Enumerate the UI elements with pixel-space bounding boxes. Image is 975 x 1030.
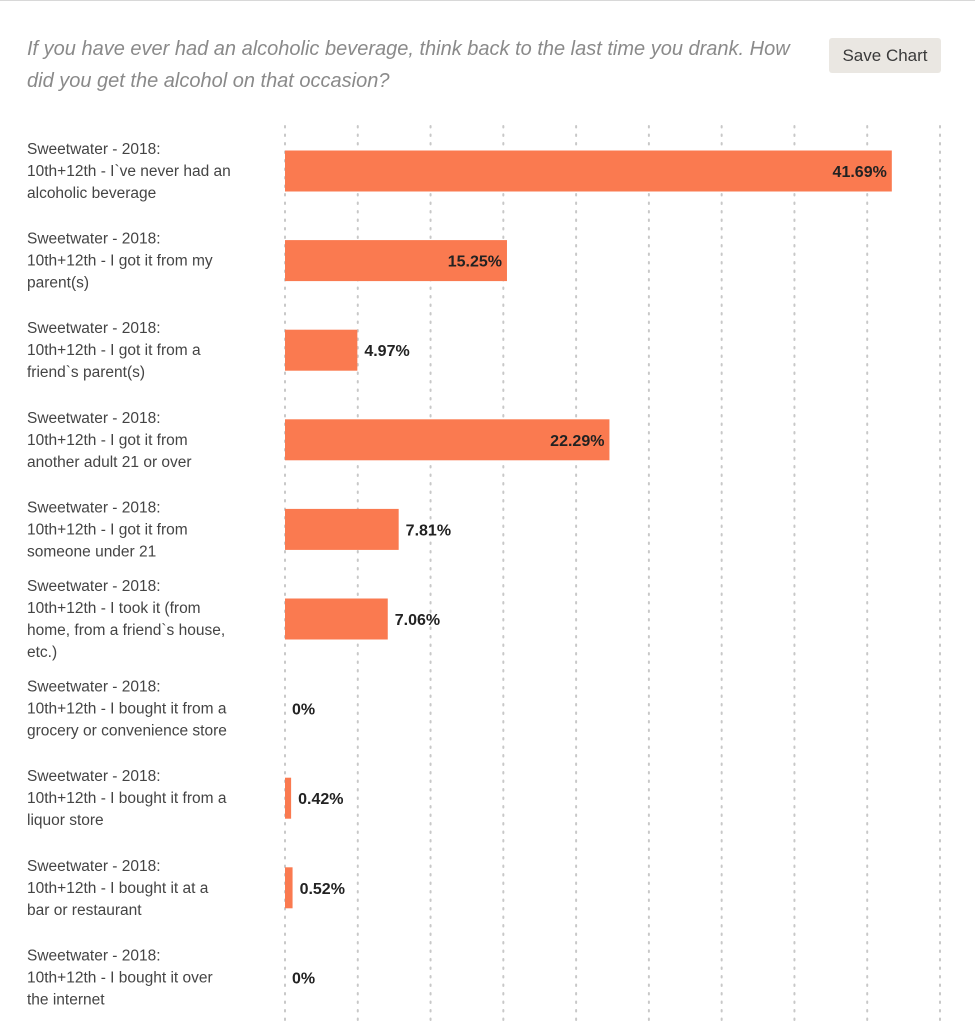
category-label-line: the internet bbox=[27, 991, 105, 1008]
bar[interactable] bbox=[285, 508, 399, 550]
category-label-line: someone under 21 bbox=[27, 543, 156, 560]
category-label-line: 10th+12th - I took it (from bbox=[27, 600, 201, 617]
bar[interactable] bbox=[285, 329, 358, 371]
category-label-line: Sweetwater - 2018: bbox=[27, 410, 161, 427]
top-divider bbox=[0, 0, 975, 1]
category-label-line: Sweetwater - 2018: bbox=[27, 141, 161, 158]
bar-value-label: 0% bbox=[292, 702, 315, 719]
bar-value-label: 7.06% bbox=[395, 612, 440, 629]
bar-value-label: 0.42% bbox=[298, 791, 343, 808]
category-label: Sweetwater - 2018: 10th+12th - I bought i… bbox=[27, 858, 209, 919]
category-label: Sweetwater - 2018: 10th+12th - I bought i… bbox=[27, 768, 227, 829]
bar-value-label: 0.52% bbox=[300, 881, 345, 898]
category-label-line: 10th+12th - I`ve never had an bbox=[27, 163, 231, 180]
category-label-line: Sweetwater - 2018: bbox=[27, 578, 161, 595]
category-label-line: Sweetwater - 2018: bbox=[27, 947, 161, 964]
category-label-line: 10th+12th - I bought it from a bbox=[27, 701, 227, 718]
bar[interactable] bbox=[285, 867, 293, 909]
bar-value-label: 22.29% bbox=[550, 433, 604, 450]
category-label-line: bar or restaurant bbox=[27, 902, 142, 919]
category-label-line: another adult 21 or over bbox=[27, 454, 192, 471]
save-chart-button[interactable]: Save Chart bbox=[829, 38, 941, 73]
bar-value-label: 15.25% bbox=[448, 254, 502, 271]
category-label: Sweetwater - 2018: 10th+12th - I got it f… bbox=[27, 499, 188, 560]
category-label-line: 10th+12th - I got it from bbox=[27, 521, 188, 538]
category-label-line: 10th+12th - I got it from bbox=[27, 432, 188, 449]
category-label: Sweetwater - 2018: 10th+12th - I took it … bbox=[27, 578, 225, 661]
bar-value-label: 7.81% bbox=[406, 522, 451, 539]
category-label-line: friend`s parent(s) bbox=[27, 364, 145, 381]
category-label: Sweetwater - 2018: 10th+12th - I bought i… bbox=[27, 947, 213, 1008]
category-label-line: Sweetwater - 2018: bbox=[27, 679, 161, 696]
bar-value-label: 41.69% bbox=[833, 164, 887, 181]
category-label-line: 10th+12th - I got it from my bbox=[27, 253, 213, 270]
category-label-line: home, from a friend`s house, bbox=[27, 622, 225, 639]
bars: 41.69% 15.25% 4.97% 22.29% 7.81% 7.06% 0% 0.42%… bbox=[285, 150, 892, 987]
category-label: Sweetwater - 2018: 10th+12th - I`ve never… bbox=[27, 141, 231, 202]
category-label: Sweetwater - 2018: 10th+12th - I got it f… bbox=[27, 410, 192, 471]
category-label-line: parent(s) bbox=[27, 275, 89, 292]
bar-value-label: 0% bbox=[292, 970, 315, 987]
bar[interactable] bbox=[285, 419, 610, 461]
category-label-line: grocery or convenience store bbox=[27, 723, 227, 740]
category-labels: Sweetwater - 2018: 10th+12th - I`ve never… bbox=[27, 141, 231, 1008]
category-label-line: Sweetwater - 2018: bbox=[27, 768, 161, 785]
bar[interactable] bbox=[285, 777, 292, 819]
bar[interactable] bbox=[285, 598, 388, 640]
category-label-line: etc.) bbox=[27, 644, 57, 661]
category-label: Sweetwater - 2018: 10th+12th - I bought i… bbox=[27, 679, 227, 740]
bar-value-label: 4.97% bbox=[364, 343, 409, 360]
category-label-line: alcoholic beverage bbox=[27, 185, 156, 202]
category-label: Sweetwater - 2018: 10th+12th - I got it f… bbox=[27, 320, 201, 381]
category-label-line: Sweetwater - 2018: bbox=[27, 231, 161, 248]
bar[interactable] bbox=[285, 240, 507, 282]
chart-title: If you have ever had an alcoholic bevera… bbox=[27, 38, 790, 92]
category-label: Sweetwater - 2018: 10th+12th - I got it f… bbox=[27, 231, 213, 292]
category-label-line: 10th+12th - I bought it from a bbox=[27, 790, 227, 807]
category-label-line: 10th+12th - I got it from a bbox=[27, 342, 201, 359]
category-label-line: liquor store bbox=[27, 812, 104, 829]
category-label-line: Sweetwater - 2018: bbox=[27, 499, 161, 516]
bar[interactable] bbox=[285, 150, 892, 192]
category-label-line: 10th+12th - I bought it over bbox=[27, 969, 213, 986]
category-label-line: 10th+12th - I bought it at a bbox=[27, 880, 209, 897]
category-label-line: Sweetwater - 2018: bbox=[27, 320, 161, 337]
category-label-line: Sweetwater - 2018: bbox=[27, 858, 161, 875]
